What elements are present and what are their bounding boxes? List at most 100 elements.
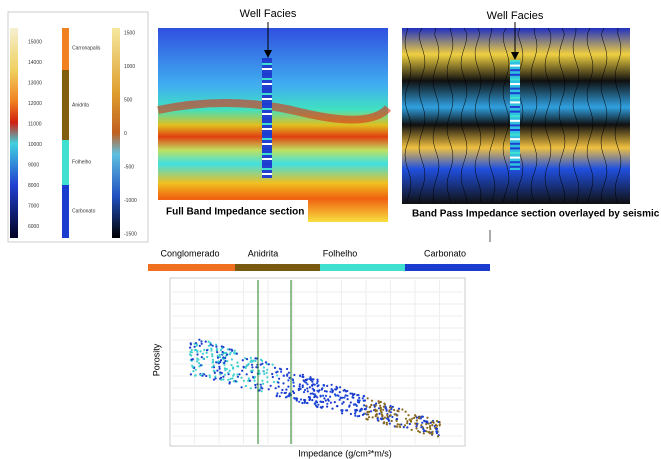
scatter-point [367, 413, 370, 416]
scatter-point [192, 370, 195, 373]
log-stripe [262, 123, 272, 125]
horizon [157, 98, 392, 124]
scatter-point [324, 399, 327, 402]
scatter-point [341, 402, 344, 405]
scatter-point [195, 360, 199, 363]
scatter-point [227, 378, 230, 381]
scatter-point [221, 347, 224, 350]
scatter-point [321, 387, 324, 390]
scatter-point [212, 360, 215, 363]
scatter-point [244, 357, 247, 360]
scatter-point [379, 406, 382, 409]
scatter-point [352, 396, 355, 399]
scatter-point [223, 373, 226, 376]
section-caption: Band Pass Impedance section overlayed by… [412, 209, 660, 220]
scatter-point [219, 376, 223, 379]
scatter-point [232, 367, 235, 370]
log-stripe [262, 163, 272, 165]
log-stripe [262, 73, 272, 75]
scatter-point [204, 340, 207, 343]
scatter-point [359, 408, 362, 411]
scatter-point [265, 371, 268, 374]
scatter-point [391, 415, 394, 419]
scatter-point [219, 373, 222, 376]
scatter-point [245, 358, 249, 361]
scatter-point [244, 366, 247, 369]
scatter-point [423, 420, 427, 423]
scatter-point [236, 373, 239, 376]
scatter-point [273, 366, 277, 369]
scatter-point [262, 366, 265, 369]
scatter-point [354, 412, 357, 415]
scatter-point [218, 353, 221, 356]
scatter-point [287, 379, 290, 382]
scatter-point [280, 370, 283, 373]
scatter-point [349, 401, 352, 404]
scatter-point [398, 423, 401, 426]
log-stripe [262, 168, 272, 170]
scatter-point [212, 366, 216, 369]
scatter-point [334, 394, 337, 397]
scatter-point [292, 379, 295, 382]
scatter-point [297, 388, 300, 392]
scatter-point [408, 418, 411, 421]
scatter-point [205, 374, 208, 378]
seismic-trace [446, 27, 454, 203]
scatter-point [201, 374, 204, 377]
legend-label: Folhelho [323, 248, 358, 258]
scatter-point [196, 353, 199, 356]
scatter-point [203, 373, 206, 376]
scatter-point [299, 398, 303, 401]
log-stripe [262, 98, 272, 100]
scatter-point [189, 350, 192, 354]
scatter-point [425, 423, 428, 426]
seismic-trace [516, 27, 524, 203]
scatter-point [367, 416, 371, 419]
scatter-point [267, 363, 270, 366]
scatter-point [205, 351, 208, 354]
scatter-point [218, 365, 221, 368]
scatter-point [303, 400, 306, 403]
scatter-point [311, 380, 314, 383]
scatter-point [278, 395, 281, 398]
scatter-point [370, 399, 374, 402]
scale-tick-label: 14000 [28, 60, 42, 66]
scatter-point [206, 355, 209, 359]
scatter-point [223, 367, 227, 370]
scatter-point [217, 362, 220, 365]
log-stripe [510, 147, 520, 150]
scatter-point [228, 382, 231, 385]
scatter-point [404, 417, 408, 420]
scatter-point [220, 345, 223, 348]
scatter-point [397, 410, 400, 413]
scatter-point [215, 343, 218, 346]
scatter-point [249, 360, 252, 363]
scatter-point [298, 400, 301, 403]
scatter-point [224, 369, 227, 372]
scatter-point [200, 340, 203, 343]
amp-tick-label: 0 [124, 131, 127, 137]
log-stripe [510, 73, 520, 76]
scatter-point [404, 410, 407, 413]
scatter-point [400, 423, 403, 426]
scatter-point [236, 375, 239, 378]
caption-box [158, 200, 308, 222]
scatter-point [344, 394, 347, 397]
scatter-point [317, 390, 320, 393]
scatter-point [306, 401, 309, 405]
scatter-point [236, 361, 239, 364]
scatter-point [431, 430, 434, 433]
log-stripe [262, 118, 272, 120]
facies-block [62, 28, 69, 70]
log-stripe [510, 69, 520, 72]
scatter-point [436, 435, 440, 438]
scatter-point [197, 362, 201, 365]
scatter-point [244, 384, 247, 388]
scatter-point [285, 388, 288, 391]
scatter-point [249, 387, 252, 390]
scatter-point [376, 419, 380, 422]
log-stripe [510, 110, 520, 113]
scatter-point [199, 374, 202, 377]
scatter-point [329, 401, 332, 404]
scatter-point [262, 382, 265, 385]
